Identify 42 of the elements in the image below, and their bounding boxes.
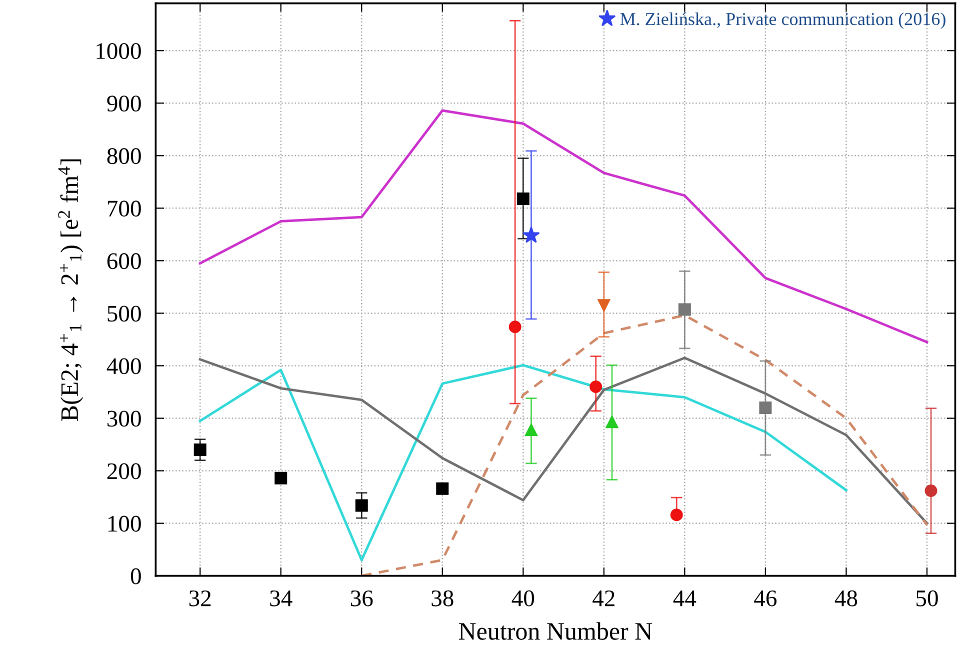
y-tick-label: 500 (108, 306, 141, 322)
x-tick-label: 48 (834, 590, 858, 606)
x-tick-label: 46 (754, 590, 777, 606)
point (598, 299, 610, 312)
y-tick-label: 600 (107, 253, 141, 270)
y-tick-label: 300 (108, 410, 141, 427)
point (924, 484, 938, 497)
x-tick-label: 42 (592, 590, 614, 606)
point (606, 416, 618, 428)
x-tick-label: 34 (270, 590, 292, 606)
x-tick-label: 50 (916, 590, 938, 606)
point (508, 320, 522, 334)
point (670, 508, 683, 522)
y-tick-label: 100 (108, 516, 141, 532)
point (516, 192, 530, 205)
line-series (198, 356, 928, 525)
y-tick-label: 700 (108, 200, 141, 217)
y-tick-label: 400 (106, 358, 141, 374)
x-tick-label: 32 (189, 590, 211, 606)
legend-label: M. Zielińska., Private communication (2016) (620, 12, 946, 29)
x-tick-label: 44 (673, 590, 696, 606)
x-tick-label: 38 (432, 590, 454, 606)
point (355, 499, 368, 512)
point (678, 303, 691, 316)
line-series (198, 364, 848, 562)
y-tick-label: 1000 (96, 43, 141, 60)
x-tick-label: 40 (512, 590, 534, 606)
point (522, 226, 540, 243)
point (436, 482, 449, 495)
x-tick-label: 36 (350, 590, 373, 606)
point (590, 380, 602, 393)
x-axis-title: Neutron Number N (458, 622, 652, 640)
line-series (198, 109, 928, 344)
y-tick-label: 0 (130, 568, 141, 584)
y-tick-label: 200 (107, 463, 141, 480)
point (524, 424, 538, 436)
point (274, 472, 288, 484)
text: B(E2; 4$^{+}$$_{1}$ → 2$^{+}$$_{1}$) [e$^{2}$ fm$^{4}$] (58, 159, 84, 421)
point (759, 402, 772, 414)
point (194, 444, 206, 456)
y-tick-label: 900 (107, 96, 141, 112)
y-tick-label: 800 (107, 148, 141, 164)
